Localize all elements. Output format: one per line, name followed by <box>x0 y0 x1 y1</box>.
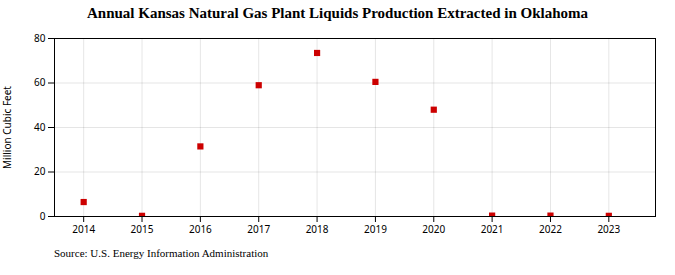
svg-text:2014: 2014 <box>72 222 95 236</box>
svg-text:0: 0 <box>40 209 46 223</box>
svg-text:2019: 2019 <box>364 222 387 236</box>
svg-text:40: 40 <box>34 120 46 134</box>
svg-text:2021: 2021 <box>481 222 504 236</box>
html-text:Source: U.S. Energy Informatio: Source: U.S. Energy Information Administ… <box>54 247 269 259</box>
html-text:Annual Kansas Natural Gas Plan: Annual Kansas Natural Gas Plant Liquids … <box>87 5 588 21</box>
svg-text:2023: 2023 <box>597 222 620 236</box>
svg-text:2020: 2020 <box>422 222 445 236</box>
svg-text:Million Cubic Feet: Million Cubic Feet <box>0 86 14 169</box>
svg-text:20: 20 <box>34 164 46 178</box>
svg-text:80: 80 <box>34 31 46 45</box>
svg-text:2018: 2018 <box>306 222 329 236</box>
svg-text:2017: 2017 <box>247 222 270 236</box>
svg-text:2022: 2022 <box>539 222 562 236</box>
svg-text:2015: 2015 <box>131 222 154 236</box>
svg-text:2016: 2016 <box>189 222 212 236</box>
svg-text:60: 60 <box>34 75 46 89</box>
